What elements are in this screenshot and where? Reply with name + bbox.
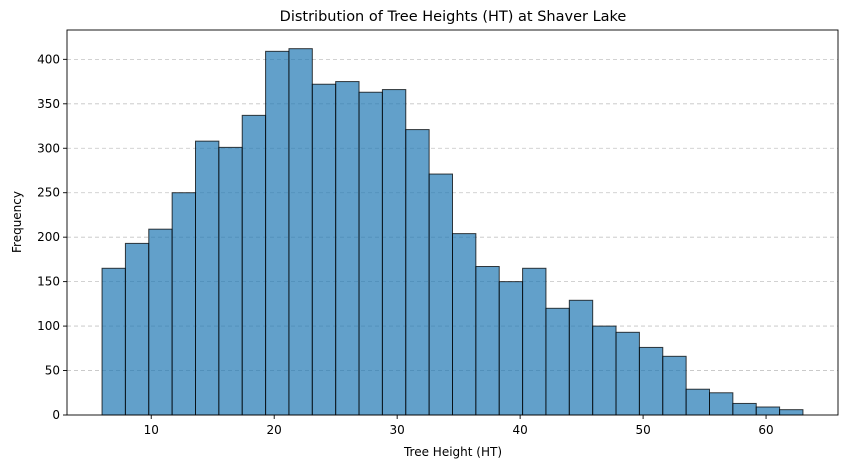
- histogram-bar: [265, 50, 290, 416]
- bars: [101, 48, 804, 416]
- histogram-bar: [405, 129, 430, 416]
- y-tick-label: 400: [37, 52, 60, 66]
- histogram-bar: [709, 392, 734, 416]
- histogram-bar: [638, 346, 664, 416]
- histogram-bar: [452, 233, 477, 416]
- histogram-bar: [592, 325, 617, 416]
- y-tick-label: 200: [37, 230, 60, 244]
- histogram-bar: [755, 406, 781, 416]
- y-tick-label: 250: [37, 186, 60, 200]
- histogram-bar: [732, 402, 757, 416]
- x-axis-label: Tree Height (HT): [403, 445, 502, 459]
- histogram-bar: [335, 81, 360, 416]
- histogram-bar: [358, 91, 383, 416]
- histogram-bar: [218, 146, 243, 416]
- histogram-bar: [311, 83, 337, 416]
- y-tick-label: 100: [37, 319, 60, 333]
- x-tick-label: 20: [267, 423, 282, 437]
- histogram-bar: [381, 89, 407, 416]
- histogram-bar: [195, 140, 220, 416]
- y-axis-ticks: 0 50 100 150 200 250 300 350 400: [37, 52, 67, 422]
- y-tick-label: 150: [37, 275, 60, 289]
- histogram-bar: [428, 173, 453, 416]
- histogram-bar: [568, 299, 594, 416]
- x-axis-ticks: 10 20 30 40 50 60: [144, 415, 774, 437]
- histogram-bar: [522, 267, 547, 416]
- x-tick-label: 50: [635, 423, 650, 437]
- chart-title: Distribution of Tree Heights (HT) at Sha…: [280, 9, 627, 25]
- histogram-bar: [475, 266, 500, 416]
- y-tick-label: 350: [37, 97, 60, 111]
- histogram-bar: [779, 409, 804, 416]
- histogram-bar: [545, 307, 570, 416]
- histogram-bar: [101, 267, 126, 416]
- histogram-bar: [241, 114, 267, 416]
- x-tick-label: 40: [512, 423, 527, 437]
- histogram-bar: [685, 388, 710, 416]
- histogram-bar: [124, 242, 150, 416]
- y-axis-label: Frequency: [10, 191, 24, 253]
- x-tick-label: 60: [758, 423, 773, 437]
- y-tick-label: 0: [52, 408, 60, 422]
- histogram-bar: [171, 192, 197, 416]
- histogram-bar: [148, 228, 173, 416]
- histogram-bar: [615, 331, 640, 416]
- y-tick-label: 300: [37, 141, 60, 155]
- histogram-bar: [288, 48, 313, 416]
- histogram-bar: [498, 281, 524, 416]
- x-tick-label: 30: [390, 423, 405, 437]
- histogram-bar: [662, 355, 687, 416]
- y-tick-label: 50: [45, 364, 60, 378]
- plot-frame: [66, 29, 839, 416]
- x-tick-label: 10: [144, 423, 159, 437]
